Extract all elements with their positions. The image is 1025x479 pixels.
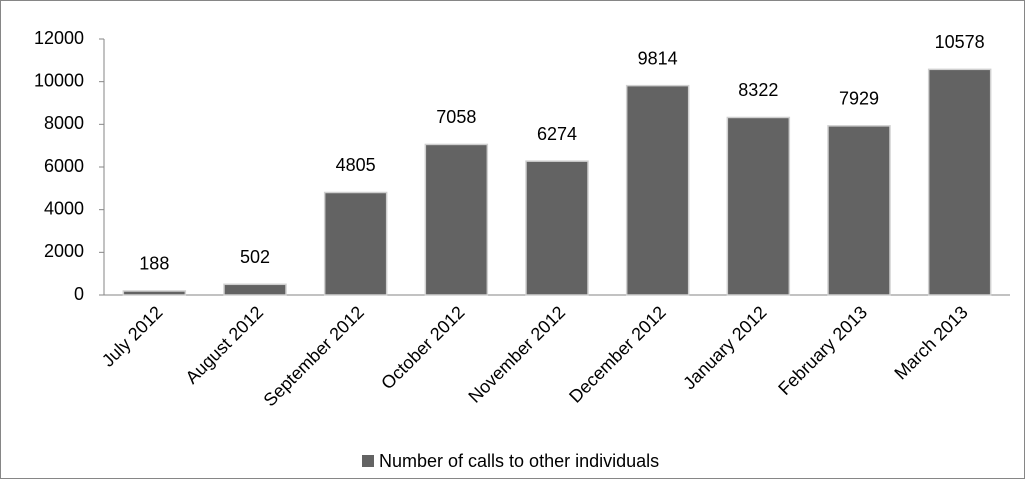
data-label: 7929 bbox=[839, 89, 879, 109]
y-tick-label: 8000 bbox=[44, 113, 84, 133]
bar bbox=[625, 84, 690, 296]
legend-label: Number of calls to other individuals bbox=[379, 451, 659, 471]
data-label: 10578 bbox=[935, 32, 985, 52]
bar bbox=[323, 191, 388, 296]
data-label: 9814 bbox=[638, 48, 678, 68]
legend-swatch bbox=[362, 455, 374, 467]
y-tick-label: 10000 bbox=[34, 70, 84, 90]
bar bbox=[726, 116, 791, 296]
y-tick-label: 4000 bbox=[44, 198, 84, 218]
bar bbox=[927, 68, 992, 296]
y-tick-label: 2000 bbox=[44, 241, 84, 261]
bar bbox=[223, 283, 287, 296]
data-label: 8322 bbox=[738, 80, 778, 100]
y-tick-label: 0 bbox=[74, 284, 84, 304]
data-label: 4805 bbox=[336, 155, 376, 175]
data-label: 6274 bbox=[537, 124, 577, 144]
bar bbox=[525, 160, 589, 296]
data-label: 7058 bbox=[436, 107, 476, 127]
y-tick-label: 12000 bbox=[34, 28, 84, 48]
data-label: 188 bbox=[139, 254, 169, 274]
y-tick-label: 6000 bbox=[44, 156, 84, 176]
bar bbox=[424, 143, 489, 296]
bar bbox=[827, 125, 891, 296]
bar bbox=[122, 290, 187, 296]
data-label: 502 bbox=[240, 247, 270, 267]
